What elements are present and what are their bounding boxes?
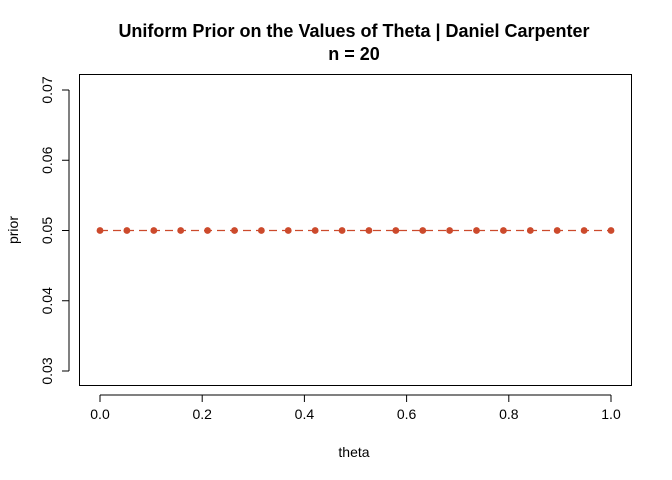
x-axis-label: theta xyxy=(338,444,369,460)
data-point xyxy=(96,227,104,234)
y-axis-label: prior xyxy=(5,216,21,244)
y-tick-label: 0.03 xyxy=(39,357,55,384)
y-tick-label: 0.06 xyxy=(39,146,55,173)
x-axis: 0.0 0.2 0.4 0.6 0.8 1.0 xyxy=(90,394,621,422)
data-point xyxy=(123,227,131,234)
data-point xyxy=(526,227,534,234)
data-point xyxy=(553,227,561,234)
x-tick-label: 0.2 xyxy=(192,406,212,422)
data-point xyxy=(446,227,454,234)
data-point xyxy=(419,227,427,234)
series-layer xyxy=(96,227,615,234)
y-tick-label: 0.07 xyxy=(39,76,55,103)
data-point xyxy=(284,227,292,234)
x-tick-label: 0.6 xyxy=(397,406,417,422)
data-point xyxy=(500,227,507,234)
data-point xyxy=(580,227,588,234)
x-tick-label: 0.0 xyxy=(90,406,110,422)
y-tick-label: 0.05 xyxy=(39,217,55,244)
x-tick-label: 0.8 xyxy=(499,406,519,422)
chart-title: Uniform Prior on the Values of Theta | D… xyxy=(118,21,589,41)
data-point xyxy=(311,227,319,234)
data-point xyxy=(607,227,615,234)
data-point xyxy=(177,227,185,234)
x-tick-label: 0.4 xyxy=(295,406,315,422)
data-point xyxy=(150,227,158,234)
y-axis: 0.03 0.04 0.05 0.06 0.07 xyxy=(39,76,70,385)
data-point xyxy=(257,227,265,234)
data-point xyxy=(231,227,238,234)
y-tick-label: 0.04 xyxy=(39,287,55,314)
data-point xyxy=(338,227,346,234)
x-tick-label: 1.0 xyxy=(601,406,621,422)
plot-area xyxy=(79,74,632,386)
data-point xyxy=(204,227,211,234)
chart-subtitle: n = 20 xyxy=(328,44,380,64)
data-point xyxy=(392,227,400,234)
data-point xyxy=(473,227,480,234)
data-point xyxy=(365,227,373,234)
